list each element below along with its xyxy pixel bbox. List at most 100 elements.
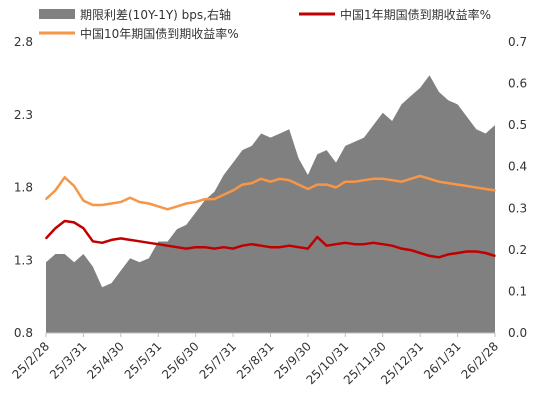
data-point <box>157 243 160 245</box>
data-point <box>335 243 337 245</box>
data-point <box>110 202 113 205</box>
data-point <box>372 242 375 244</box>
data-point <box>194 201 197 203</box>
data-point <box>101 242 103 244</box>
x-tick-label: 26/2/28 <box>459 339 502 382</box>
data-point <box>288 244 291 247</box>
legend-item-1y: 中国1年期国债到期收益率% <box>299 7 491 22</box>
data-point <box>438 256 440 259</box>
data-point <box>410 249 412 251</box>
data-point <box>372 178 375 180</box>
data-point <box>101 204 103 206</box>
data-point <box>353 180 356 183</box>
data-point <box>391 244 393 247</box>
data-point <box>166 244 169 247</box>
data-point <box>428 255 431 257</box>
x-axis-ticks: 25/2/2825/3/3125/4/3025/5/3125/6/3025/7/… <box>10 333 502 387</box>
data-point <box>92 204 94 206</box>
data-point <box>148 202 150 205</box>
right-tick-label: 0.2 <box>508 243 527 257</box>
data-point <box>410 178 412 180</box>
legend-item-spread: 期限利差(10Y-1Y) bps,右轴 <box>39 7 231 22</box>
data-point <box>82 227 85 229</box>
data-point <box>447 182 450 184</box>
data-point <box>120 201 122 203</box>
data-point <box>138 201 141 203</box>
data-point <box>419 175 422 177</box>
right-tick-label: 0.5 <box>508 118 527 132</box>
left-tick-label: 1.3 <box>14 253 33 267</box>
data-point <box>494 189 496 192</box>
data-point <box>138 240 141 243</box>
data-point <box>316 183 319 186</box>
legend-item-10y: 中国10年期国债到期收益率% <box>39 26 239 41</box>
data-point <box>484 188 487 190</box>
right-axis-ticks: 0.0 0.1 0.2 0.3 0.4 0.5 0.6 0.7 <box>508 35 527 340</box>
right-tick-label: 0.0 <box>508 326 527 340</box>
data-point <box>456 252 459 254</box>
data-point <box>494 255 496 257</box>
data-point <box>73 221 75 224</box>
data-point <box>120 237 122 240</box>
x-tick-label: 26/1/31 <box>421 339 464 382</box>
data-point <box>241 244 244 247</box>
data-point <box>232 189 234 192</box>
data-point <box>73 185 75 187</box>
data-point <box>260 178 262 180</box>
data-point <box>185 202 188 205</box>
data-point <box>157 205 160 208</box>
data-point <box>419 252 422 254</box>
legend-swatch-spread <box>39 9 75 19</box>
data-point <box>269 180 272 183</box>
data-point <box>194 246 197 248</box>
data-point <box>110 239 113 241</box>
data-point <box>353 243 356 245</box>
data-point <box>307 247 309 250</box>
data-point <box>213 198 216 200</box>
series-1 <box>45 219 496 259</box>
x-tick-label: 25/3/31 <box>47 339 90 382</box>
spread-area <box>46 75 495 334</box>
x-tick-label: 25/2/28 <box>10 339 53 382</box>
left-tick-label: 2.8 <box>14 35 33 49</box>
data-point <box>82 199 85 202</box>
data-point <box>400 247 403 250</box>
x-tick-label: 25/7/31 <box>197 339 240 382</box>
data-point <box>391 179 393 181</box>
data-point <box>344 180 347 183</box>
x-tick-label: 25/8/31 <box>234 339 277 382</box>
series-0 <box>46 75 495 334</box>
data-point <box>45 198 47 200</box>
right-tick-label: 0.6 <box>508 77 527 91</box>
data-point <box>382 178 384 180</box>
right-tick-label: 0.4 <box>508 160 527 174</box>
right-tick-label: 0.3 <box>508 201 527 215</box>
data-point <box>456 183 459 186</box>
data-point <box>185 247 188 250</box>
data-point <box>176 246 178 248</box>
data-point <box>148 242 150 244</box>
right-tick-label: 0.1 <box>508 284 527 298</box>
data-point <box>297 246 300 248</box>
data-point <box>166 208 169 211</box>
data-point <box>63 220 66 222</box>
left-tick-label: 1.8 <box>14 181 33 195</box>
data-point <box>428 178 431 180</box>
plot-area <box>45 75 496 334</box>
data-point <box>232 247 234 250</box>
data-point <box>241 183 244 186</box>
data-point <box>213 247 216 250</box>
data-point <box>484 252 487 254</box>
data-point <box>400 180 403 183</box>
data-point <box>63 176 66 179</box>
data-point <box>129 239 131 241</box>
left-tick-label: 0.8 <box>14 326 33 340</box>
right-tick-label: 0.7 <box>508 35 527 49</box>
data-point <box>54 189 57 192</box>
data-point <box>279 246 281 248</box>
data-point <box>269 246 272 248</box>
data-point <box>204 198 206 200</box>
data-point <box>222 246 225 248</box>
data-point <box>335 186 337 189</box>
